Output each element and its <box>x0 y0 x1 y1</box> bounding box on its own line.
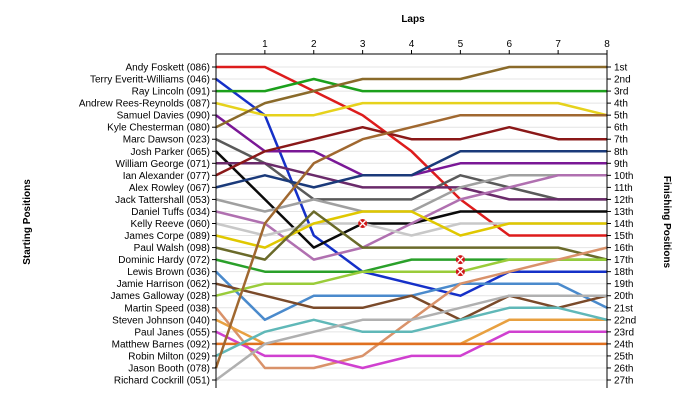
start-label: Ray Lincoln (091) <box>132 87 210 98</box>
series-line <box>216 77 607 93</box>
finish-label: 27th <box>614 376 633 387</box>
start-label: Samuel Davies (090) <box>117 111 210 122</box>
lap-tick-label: 7 <box>555 39 561 50</box>
lap-tick-label: 4 <box>409 39 415 50</box>
series-line <box>215 101 608 117</box>
start-label: Kelly Reeve (060) <box>131 219 210 230</box>
finish-label: 3rd <box>614 87 628 98</box>
finish-label: 7th <box>614 135 628 146</box>
finish-label: 2nd <box>614 75 631 86</box>
retired-cross <box>456 268 464 276</box>
finish-label: 16th <box>614 243 633 254</box>
finish-labels: 1st2nd3rd4th5th6th7th8th9th10th11th12th1… <box>607 63 636 387</box>
series-line <box>215 150 607 189</box>
series-line <box>215 174 607 213</box>
start-label: Paul Walsh (098) <box>134 243 210 254</box>
series-line <box>214 113 607 369</box>
finish-label: 8th <box>614 147 628 158</box>
start-label: Matthew Barnes (092) <box>112 339 210 350</box>
finish-label: 25th <box>614 351 633 362</box>
right-axis-title: Finishing Positions <box>661 176 672 269</box>
series-line <box>215 294 607 382</box>
start-label: Kyle Chesterman (080) <box>107 123 210 134</box>
start-label: Richard Cockrill (051) <box>114 376 210 387</box>
finish-label: 6th <box>614 123 628 134</box>
finish-label: 5th <box>614 111 628 122</box>
start-label: Alex Rowley (067) <box>129 183 210 194</box>
retired-cross <box>359 220 367 227</box>
retired-cross <box>456 256 464 264</box>
start-label: Terry Everitt-Williams (046) <box>90 75 210 86</box>
finish-label: 22nd <box>614 315 636 326</box>
start-label: Andrew Rees-Reynolds (087) <box>79 99 210 110</box>
finish-label: 14th <box>614 219 633 230</box>
x-axis-title: Laps <box>401 14 425 25</box>
lap-tick-label: 1 <box>262 39 268 50</box>
finish-label: 17th <box>614 255 633 266</box>
series-line <box>215 65 607 129</box>
lap-tick-label: 5 <box>458 39 464 50</box>
finish-label: 18th <box>614 267 633 278</box>
start-label: Steven Johnson (040) <box>112 315 210 326</box>
series-line <box>216 162 607 201</box>
series-line <box>215 210 608 261</box>
start-label: Daniel Tuffs (034) <box>131 207 210 218</box>
lap-tick-label: 2 <box>311 39 317 50</box>
start-label: William George (071) <box>116 159 210 170</box>
finish-label: 11th <box>614 183 633 194</box>
start-label: Martin Speed (038) <box>124 303 210 314</box>
start-label: Josh Parker (065) <box>131 147 210 158</box>
series-line <box>215 138 607 201</box>
finish-label: 21st <box>614 303 633 314</box>
start-label: Jamie Harrison (062) <box>117 279 210 290</box>
finish-label: 23rd <box>614 327 634 338</box>
retirement-markers <box>358 219 465 277</box>
finish-label: 13th <box>614 207 633 218</box>
finish-label: 4th <box>614 99 628 110</box>
finish-label: 9th <box>614 159 628 170</box>
series-line <box>216 65 607 237</box>
finish-label: 10th <box>614 171 633 182</box>
series-line <box>215 306 608 358</box>
series-line <box>215 125 607 177</box>
start-label: Dominic Hardy (072) <box>118 255 210 266</box>
start-label: Lewis Brown (036) <box>127 267 210 278</box>
start-label: Robin Milton (029) <box>128 351 210 362</box>
lap-tick-label: 6 <box>506 39 512 50</box>
start-label: Jason Booth (078) <box>128 363 210 374</box>
series-line <box>215 174 607 261</box>
start-label: Ian Alexander (077) <box>123 171 210 182</box>
series-lines <box>214 65 608 382</box>
lap-tick-label: 8 <box>604 39 610 50</box>
finish-label: 24th <box>614 339 633 350</box>
series-line <box>215 210 607 249</box>
start-label: Paul Janes (055) <box>134 327 210 338</box>
series-line <box>215 258 607 297</box>
series-line <box>215 77 607 297</box>
start-label: Jack Tattershall (053) <box>115 195 210 206</box>
finish-label: 20th <box>614 291 633 302</box>
finish-label: 15th <box>614 231 633 242</box>
start-label: James Galloway (028) <box>111 291 210 302</box>
start-label: Andy Foskett (086) <box>126 63 210 74</box>
finish-label: 1st <box>614 63 628 74</box>
finish-label: 12th <box>614 195 633 206</box>
series-line <box>215 330 607 370</box>
finish-label: 19th <box>614 279 633 290</box>
lap-tick-label: 3 <box>360 39 366 50</box>
left-axis-title: Starting Positions <box>22 179 33 265</box>
start-label: James Corpe (089) <box>124 231 210 242</box>
finish-label: 26th <box>614 363 633 374</box>
start-labels: Andy Foskett (086)Terry Everitt-Williams… <box>79 63 216 387</box>
start-label: Marc Dawson (023) <box>123 135 210 146</box>
series-line <box>215 282 608 322</box>
